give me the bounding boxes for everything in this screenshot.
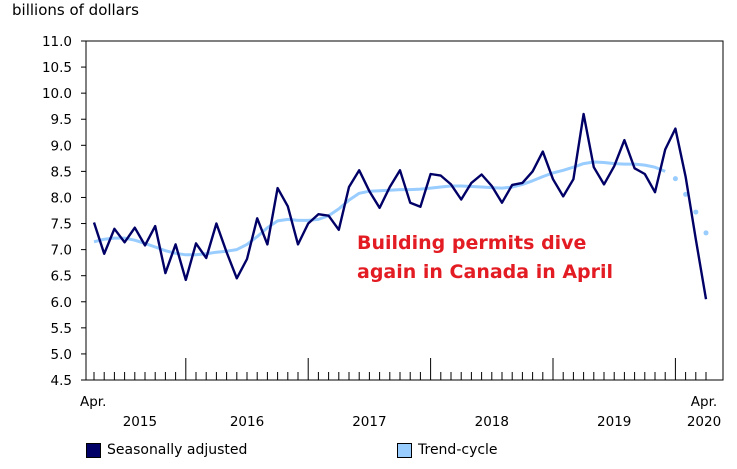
legend-item-trend-cycle: Trend-cycle bbox=[397, 442, 498, 458]
legend-item-seasonally-adjusted: Seasonally adjusted bbox=[86, 442, 247, 458]
x-year-label: 2016 bbox=[230, 414, 264, 430]
y-tick-label: 5.5 bbox=[51, 321, 72, 337]
x-year-label: 2015 bbox=[123, 414, 157, 430]
y-tick-label: 9.0 bbox=[51, 138, 72, 154]
y-tick-label: 6.0 bbox=[51, 295, 72, 311]
y-tick-label: 6.5 bbox=[51, 269, 72, 285]
plot-frame bbox=[85, 40, 724, 381]
x-end-year-label: 2020 bbox=[687, 414, 721, 430]
legend-swatch-seasonally-adjusted bbox=[86, 442, 101, 458]
y-tick-label: 10.5 bbox=[42, 60, 72, 76]
series-line-trend-cycle bbox=[93, 160, 666, 257]
x-year-label: 2019 bbox=[597, 414, 631, 430]
legend-label-trend-cycle: Trend-cycle bbox=[418, 442, 498, 458]
series-line-seasonally-adjusted bbox=[92, 112, 708, 300]
y-tick-label: 7.0 bbox=[51, 243, 72, 259]
y-tick-label: 9.5 bbox=[51, 112, 72, 128]
trend-projection-point bbox=[703, 230, 709, 236]
annotation-line-1: Building permits dive bbox=[357, 232, 587, 254]
legend-label-seasonally-adjusted: Seasonally adjusted bbox=[107, 442, 248, 458]
y-tick-label: 4.5 bbox=[51, 373, 72, 389]
chart-annotation: Building permits dive again in Canada in… bbox=[357, 229, 613, 287]
trend-projection-point bbox=[693, 209, 699, 215]
y-tick-label: 5.0 bbox=[51, 347, 72, 363]
x-end-month-label: Apr. bbox=[691, 394, 717, 410]
y-tick-label: 10.0 bbox=[42, 86, 72, 102]
y-tick-label: 11.0 bbox=[42, 34, 72, 50]
y-axis: 11.0 10.5 10.0 9.5 9.0 8.5 8.0 7.5 7.0 6.5 6.0 5.5 5… bbox=[42, 34, 86, 389]
series-group bbox=[92, 112, 709, 300]
trend-projection-point bbox=[683, 191, 689, 197]
y-tick-label: 8.5 bbox=[51, 164, 72, 180]
trend-projection-point bbox=[672, 176, 678, 182]
legend-swatch-trend-cycle bbox=[397, 442, 412, 458]
annotation-line-2: again in Canada in April bbox=[357, 261, 614, 283]
y-axis-title: billions of dollars bbox=[12, 1, 139, 19]
x-year-label: 2018 bbox=[475, 414, 509, 430]
x-start-month-label: Apr. bbox=[80, 394, 106, 410]
x-year-label: 2017 bbox=[352, 414, 386, 430]
y-tick-label: 7.5 bbox=[51, 217, 72, 233]
y-tick-label: 8.0 bbox=[51, 190, 72, 206]
x-axis: Apr. Apr. 2020 2015 2016 2017 2018 2019 bbox=[80, 358, 721, 430]
